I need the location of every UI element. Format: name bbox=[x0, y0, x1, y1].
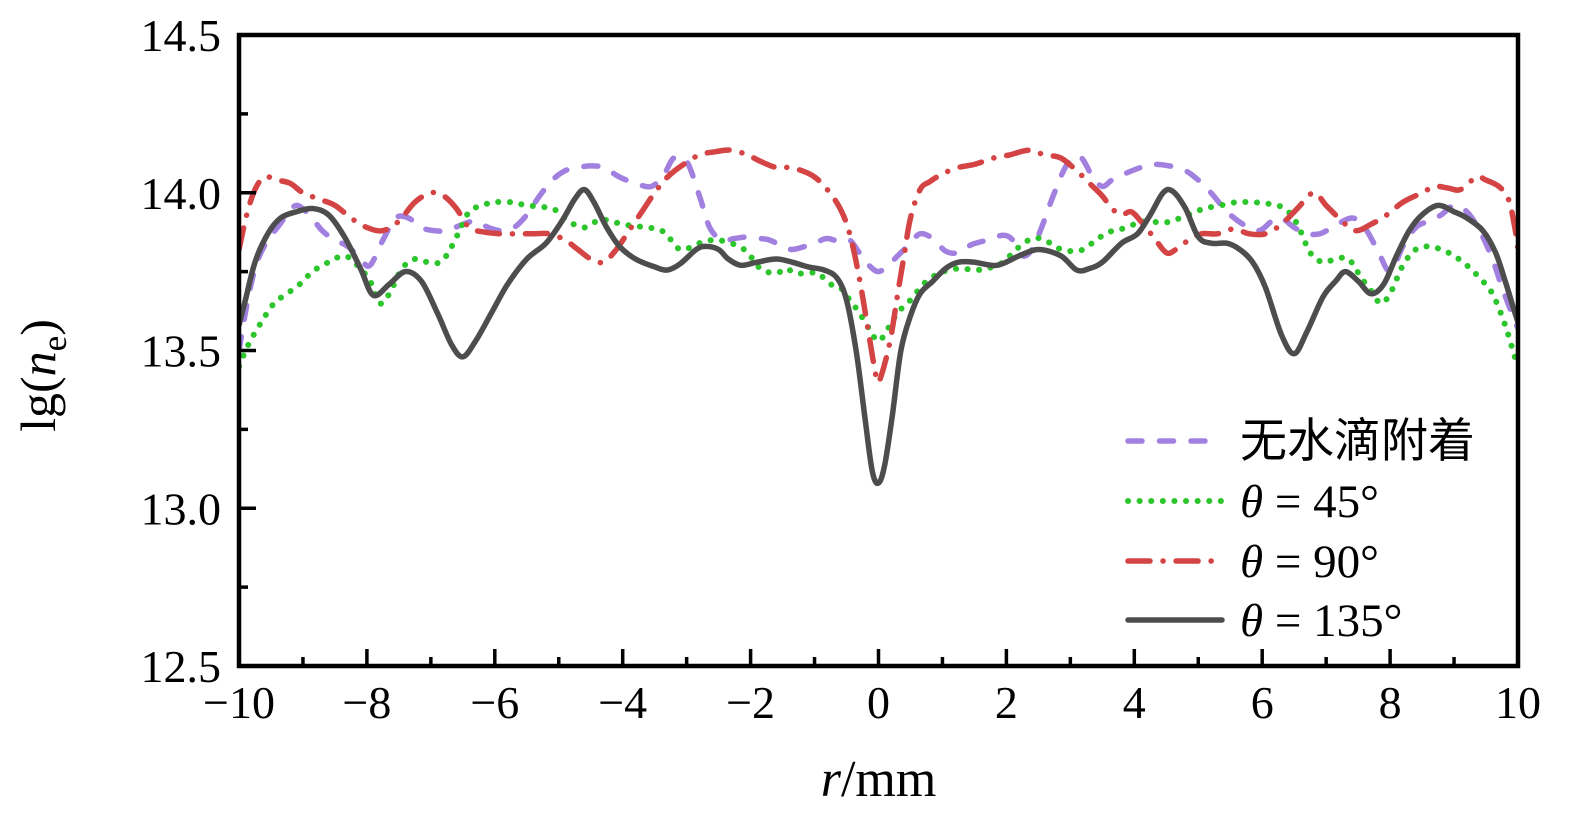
legend-label: θ = 45° bbox=[1240, 476, 1379, 528]
x-tick-label: −10 bbox=[203, 677, 275, 728]
x-tick-label: 10 bbox=[1495, 677, 1541, 728]
x-axis-title: r/mm bbox=[821, 751, 937, 808]
y-tick-label: 13.0 bbox=[141, 483, 222, 534]
series-curve-0 bbox=[238, 153, 1519, 354]
x-tick-label: 8 bbox=[1379, 677, 1402, 728]
axes: −10 −8 −6 −4 −2 0 2 4 6 8 10 12.5 13.0 13.5 14.0 14.5 r/… bbox=[10, 10, 1541, 808]
y-tick-label: 14.0 bbox=[141, 168, 222, 219]
legend-entry-3: θ = 135° bbox=[1125, 595, 1402, 647]
legend-entry-0: 无水滴附着 bbox=[1125, 416, 1475, 468]
x-tick-label: 6 bbox=[1251, 677, 1274, 728]
series-curve-3 bbox=[238, 186, 1519, 486]
y-tick-label: 12.5 bbox=[141, 641, 222, 692]
x-tick-label: 2 bbox=[995, 677, 1018, 728]
x-tick-label: 4 bbox=[1123, 677, 1146, 728]
legend-label: θ = 135° bbox=[1240, 595, 1402, 647]
legend: 无水滴附着 θ = 45° θ = 90° θ = 135° bbox=[1125, 416, 1475, 647]
series-curve-1 bbox=[238, 198, 1519, 370]
x-tick-label: −8 bbox=[342, 677, 391, 728]
series-group bbox=[238, 147, 1519, 486]
legend-entry-1: θ = 45° bbox=[1125, 476, 1379, 528]
legend-label: θ = 90° bbox=[1240, 536, 1379, 588]
y-axis-title: lg(ne) bbox=[10, 319, 74, 432]
series-curve-2 bbox=[238, 147, 1519, 386]
legend-label: 无水滴附着 bbox=[1240, 416, 1475, 468]
x-tick-label: −6 bbox=[470, 677, 519, 728]
x-tick-label: −2 bbox=[726, 677, 775, 728]
y-tick-label: 13.5 bbox=[141, 326, 222, 377]
y-tick-label: 14.5 bbox=[141, 10, 222, 61]
x-tick-label: −4 bbox=[598, 677, 647, 728]
x-tick-label: 0 bbox=[867, 677, 890, 728]
legend-entry-2: θ = 90° bbox=[1125, 536, 1379, 588]
